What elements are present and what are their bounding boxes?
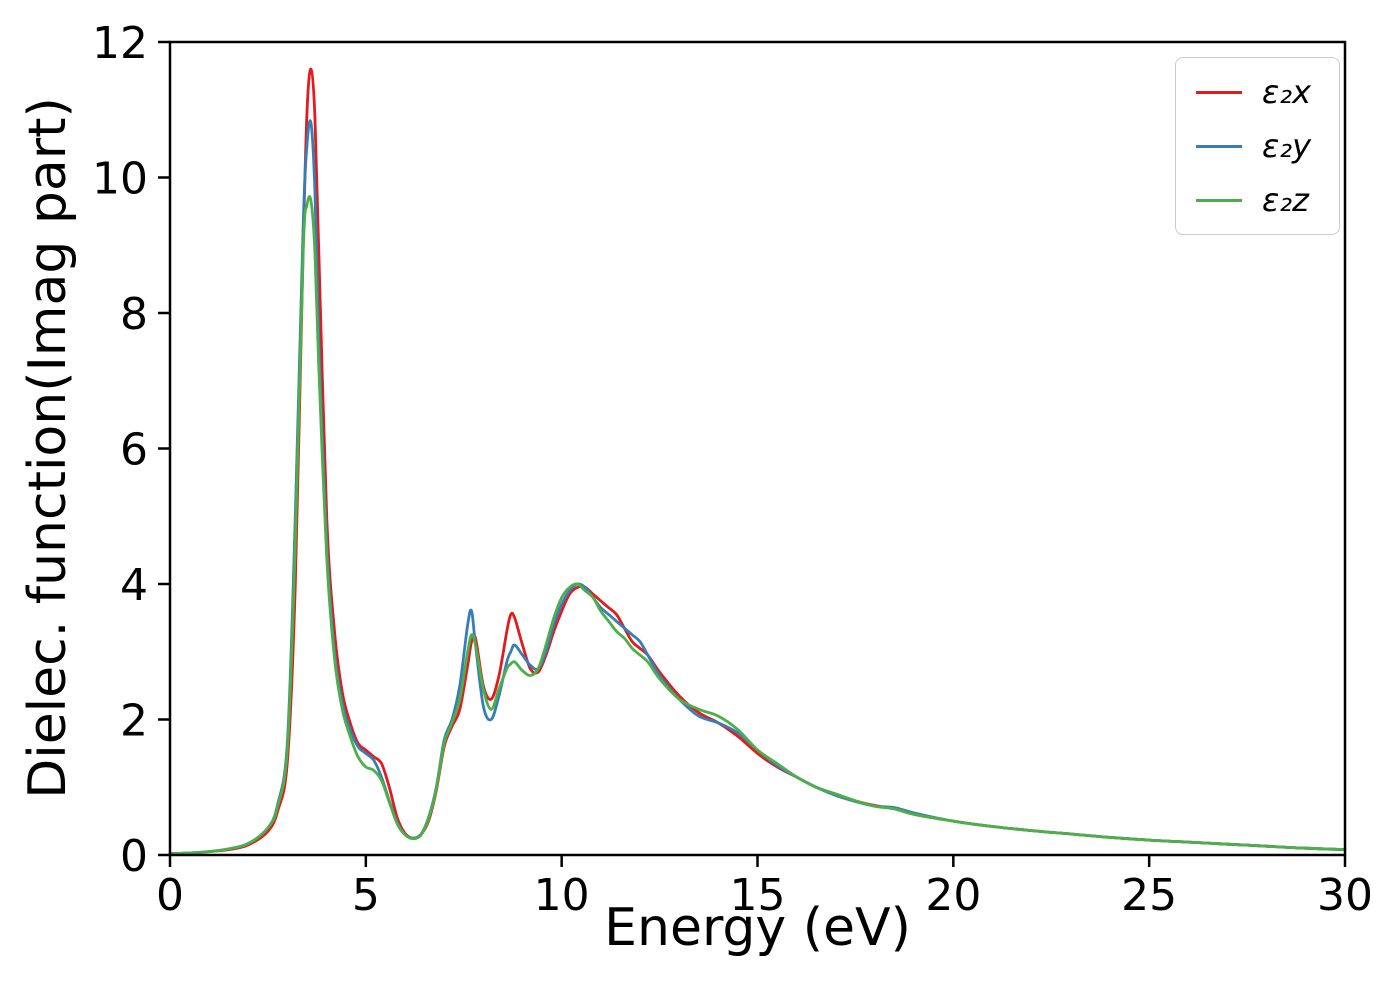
x-tick-label: 20 bbox=[925, 870, 981, 921]
y-tick-label: 12 bbox=[92, 18, 148, 69]
legend-item-eps2x: ε₂x bbox=[1195, 73, 1311, 111]
y-tick-label: 8 bbox=[120, 289, 148, 340]
legend-item-eps2z: ε₂z bbox=[1195, 181, 1311, 219]
x-axis-label: Energy (eV) bbox=[604, 898, 911, 958]
legend-swatch-eps2y bbox=[1195, 144, 1242, 148]
y-tick-label: 6 bbox=[120, 425, 148, 476]
x-tick-label: 10 bbox=[534, 870, 590, 921]
legend-swatch-eps2x bbox=[1195, 90, 1242, 94]
legend-swatch-eps2z bbox=[1195, 198, 1242, 202]
legend-item-eps2y: ε₂y bbox=[1195, 127, 1311, 165]
x-tick-label: 5 bbox=[352, 870, 380, 921]
y-axis-label: Dielec. function(Imag part) bbox=[18, 97, 78, 799]
axes-spines bbox=[168, 40, 1347, 857]
x-tick-label: 0 bbox=[156, 870, 184, 921]
legend-label-eps2y: ε₂y bbox=[1261, 127, 1311, 165]
x-tick-label: 15 bbox=[730, 870, 786, 921]
legend: ε₂x ε₂y ε₂z bbox=[1174, 57, 1340, 235]
legend-label-eps2x: ε₂x bbox=[1261, 73, 1311, 111]
x-tick-label: 25 bbox=[1121, 870, 1177, 921]
series-line-eps2y bbox=[168, 119, 1347, 855]
legend-label-eps2z: ε₂z bbox=[1261, 181, 1309, 219]
series-line-eps2x bbox=[168, 67, 1347, 855]
x-tick-label: 30 bbox=[1317, 870, 1373, 921]
y-tick-label: 10 bbox=[92, 154, 148, 205]
series-line-eps2z bbox=[168, 195, 1347, 855]
y-tick-label: 4 bbox=[120, 560, 148, 611]
y-tick-label: 2 bbox=[120, 696, 148, 747]
y-tick-label: 0 bbox=[120, 831, 148, 882]
